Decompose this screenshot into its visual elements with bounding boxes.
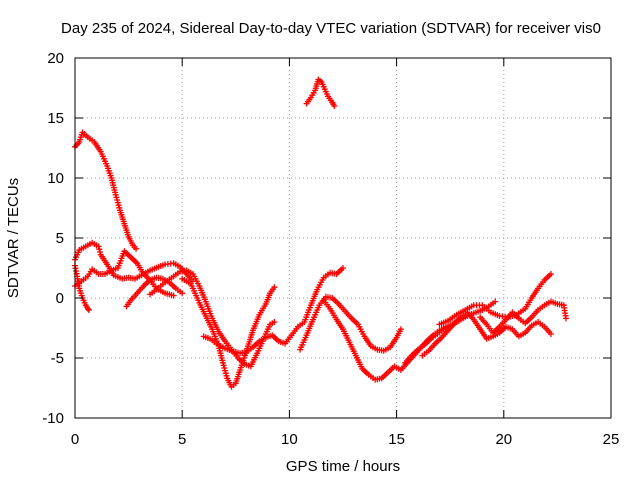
y-tick-label: -10 [42, 410, 64, 427]
data-point [547, 271, 554, 277]
y-tick-label: 10 [47, 170, 64, 187]
x-axis-label: GPS time / hours [286, 458, 400, 475]
series-arc-15 [477, 298, 569, 336]
data-point [97, 249, 104, 255]
data-point [340, 265, 346, 271]
x-tick-label: 5 [178, 431, 186, 448]
y-tick-label: -5 [51, 350, 64, 367]
data-point [547, 331, 554, 337]
data-point [84, 305, 91, 312]
series-arc-1 [72, 129, 140, 252]
series-arc-13 [419, 309, 554, 359]
series-arc-4 [72, 248, 177, 299]
data-points [72, 76, 569, 390]
data-point [397, 326, 404, 333]
y-axis-label: SDTVAR / TECUs [5, 178, 22, 298]
data-point [96, 246, 103, 253]
data-point [492, 298, 499, 305]
series-arc-7 [179, 275, 278, 390]
series-arc-8 [200, 265, 346, 357]
x-tick-label: 15 [388, 431, 405, 448]
x-tick-label: 25 [603, 431, 620, 448]
data-point [271, 284, 278, 291]
series-arc-9 [303, 76, 338, 109]
data-point [95, 243, 102, 250]
y-tick-label: 20 [47, 50, 64, 67]
data-point [170, 292, 177, 299]
data-point [271, 319, 278, 325]
x-tick-label: 20 [495, 431, 512, 448]
y-tick-label: 5 [56, 230, 64, 247]
y-tick-label: 15 [47, 110, 64, 127]
axis-ticks [74, 57, 612, 419]
x-tick-label: 10 [281, 431, 298, 448]
data-point [331, 103, 338, 109]
grid-lines [75, 58, 611, 418]
x-tick-label: 0 [71, 431, 79, 448]
data-point [179, 290, 186, 297]
series-arc-3 [72, 262, 92, 313]
tick-labels: 0 5 10 15 20 25 -10 -5 0 5 10 15 20 [42, 50, 619, 448]
chart-title: Day 235 of 2024, Sidereal Day-to-day VTE… [61, 20, 601, 37]
y-tick-label: 0 [56, 290, 64, 307]
data-point [133, 245, 140, 252]
data-point [85, 307, 92, 313]
data-point [562, 315, 569, 322]
